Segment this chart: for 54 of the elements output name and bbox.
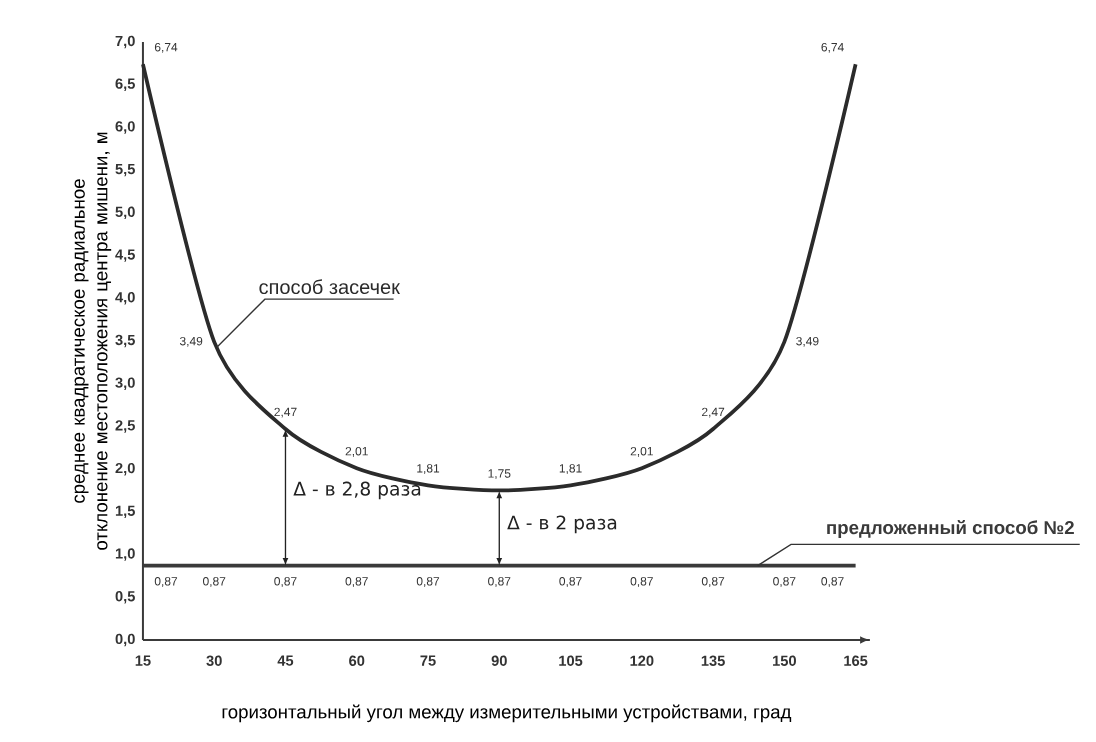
x-tick-label: 150 (773, 655, 796, 666)
y-tick-label: 2,0 (115, 462, 135, 476)
series-label: предложенный способ №2 (827, 520, 1074, 538)
data-label: 6,74 (154, 42, 178, 53)
data-label: 2,01 (630, 446, 653, 457)
y-tick-label: 4,5 (115, 249, 135, 262)
text: способ засечек (259, 279, 401, 295)
x-tick-label: 90 (491, 655, 507, 666)
x-tick-label: 165 (844, 655, 868, 666)
x-tick-label: 75 (420, 655, 436, 666)
x-tick-label: 120 (630, 655, 654, 666)
y-tick-label: 3,5 (115, 334, 135, 348)
y-tick-label: 6,0 (115, 121, 135, 134)
data-label: 0,87 (630, 577, 653, 587)
data-label: 0,87 (202, 577, 226, 587)
x-tick-label: 45 (277, 655, 294, 666)
data-label: 0,87 (274, 577, 297, 587)
y-tick-label: 2,5 (115, 420, 135, 433)
x-axis-title: горизонтальный угол между измерительными устройствами, град (222, 704, 792, 723)
data-label: 0,87 (488, 577, 511, 587)
data-label: 0,87 (559, 577, 582, 587)
y-tick-label: 6,5 (115, 78, 135, 91)
data-label: 1,75 (488, 469, 511, 480)
y-tick-label: 5,5 (115, 163, 135, 177)
data-label: 0,87 (821, 577, 844, 587)
y-tick-label: 5,0 (115, 206, 135, 220)
data-label: 2,47 (274, 407, 297, 418)
y-tick-label: 0,0 (115, 633, 135, 647)
data-label: 3,49 (179, 336, 203, 347)
data-label: 2,47 (702, 407, 725, 418)
data-label: 0,87 (701, 577, 725, 587)
y-tick-label: 0,5 (115, 591, 135, 604)
y-tick-label: 3,0 (115, 377, 135, 390)
data-label: 1,81 (417, 464, 440, 474)
data-label: 6,74 (821, 42, 844, 53)
x-tick-label: 15 (135, 655, 151, 666)
x-tick-label: 135 (701, 655, 725, 666)
x-tick-label: 60 (349, 655, 365, 666)
y-tick-label: 7,0 (115, 35, 135, 49)
annotation: Δ - в 2 раза (507, 515, 617, 534)
data-label: 0,87 (154, 577, 178, 587)
x-tick-label: 30 (206, 655, 222, 666)
data-label: 0,87 (416, 577, 440, 587)
y-axis-title: среднее квадратическое радиальное отклонение местоположения центра мишени, м (74, 132, 112, 550)
data-label: 1,81 (559, 464, 582, 474)
data-label: 2,01 (345, 446, 368, 457)
data-label: 3,49 (796, 336, 819, 347)
data-label: 0,87 (773, 577, 796, 587)
y-tick-label: 1,0 (115, 548, 135, 561)
y-tick-label: 4,0 (115, 292, 135, 305)
x-tick-label: 105 (559, 655, 583, 666)
data-label: 0,87 (345, 577, 368, 587)
annotation: Δ - в 2,8 раза (293, 481, 421, 500)
y-tick-label: 1,5 (115, 505, 135, 519)
